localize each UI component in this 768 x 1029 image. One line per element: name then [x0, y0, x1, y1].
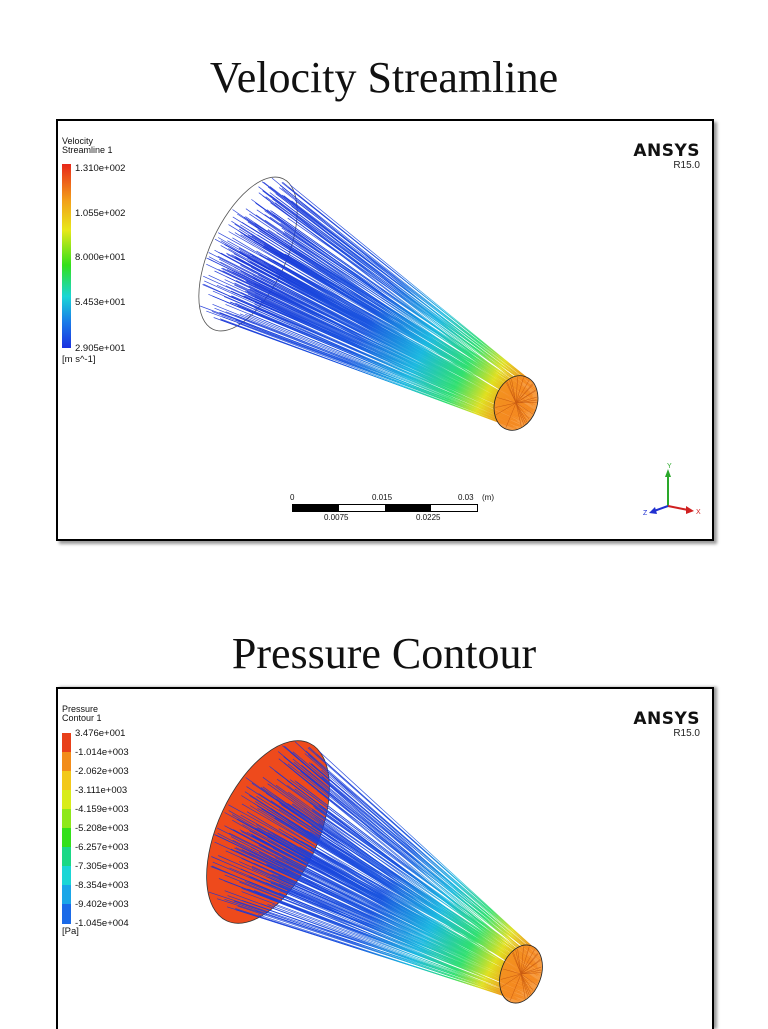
velocity-legend-value: 1.055e+002 — [75, 208, 126, 219]
scale-segment — [293, 505, 339, 511]
velocity-streamline-panel: Velocity Streamline 1 1.310e+002 1.055e+… — [56, 119, 714, 541]
velocity-legend-value: 2.905e+001 — [75, 343, 126, 354]
velocity-streamline-plot — [198, 176, 539, 431]
pressure-colorbar-band — [62, 809, 71, 829]
pressure-legend-value: -2.062e+003 — [75, 766, 129, 777]
pressure-legend-value: -1.045e+004 — [75, 918, 129, 929]
velocity-legend-value: 1.310e+002 — [75, 163, 126, 174]
scale-segment — [385, 505, 431, 511]
velocity-legend-title: Velocity Streamline 1 — [62, 137, 182, 155]
pressure-colorbar — [62, 733, 71, 924]
axis-z-label: Z — [643, 510, 648, 517]
ansys-logo: ANSYS R15.0 — [633, 141, 700, 172]
pressure-legend-title-line2: Contour 1 — [62, 713, 102, 723]
velocity-legend-title-line2: Streamline 1 — [62, 145, 113, 155]
pressure-legend-value: -9.402e+003 — [75, 899, 129, 910]
pressure-contour-heading: Pressure Contour — [231, 629, 537, 678]
pressure-colorbar-band — [62, 771, 71, 791]
velocity-unit-label: [m s^-1] — [62, 354, 96, 365]
brand-version: R15.0 — [673, 728, 700, 739]
scale-unit: (m) — [482, 493, 494, 502]
brand-name: ANSYS — [633, 141, 700, 161]
scale-label: 0.0225 — [416, 513, 441, 522]
pressure-legend-value: -6.257e+003 — [75, 842, 129, 853]
length-scale-bar: 0 0.015 0.03 (m) 0.0075 0.0225 — [290, 493, 532, 533]
pressure-contour-panel: Pressure Contour 1 3.476e+001 -1.014e+003… — [56, 687, 714, 1029]
brand-name: ANSYS — [633, 709, 700, 729]
pressure-colorbar-band — [62, 866, 71, 886]
pressure-legend-value: -3.111e+003 — [75, 785, 128, 796]
pressure-colorbar-band — [62, 790, 71, 810]
pressure-legend-title: Pressure Contour 1 — [62, 705, 182, 723]
scale-label: 0 — [290, 493, 295, 502]
pressure-legend-value: -1.014e+003 — [75, 747, 129, 758]
pressure-legend-value: -7.305e+003 — [75, 861, 129, 872]
pressure-legend-value: 3.476e+001 — [75, 728, 126, 739]
streamlines — [208, 741, 542, 1002]
pressure-colorbar-band — [62, 733, 71, 753]
axis-y-label: Y — [667, 463, 672, 470]
pressure-colorbar-band — [62, 885, 71, 905]
pressure-legend-title-line1: Pressure — [62, 704, 99, 714]
scale-label: 0.015 — [372, 493, 393, 502]
velocity-legend-title-line1: Velocity — [62, 136, 94, 146]
pressure-legend-value: -8.354e+003 — [75, 880, 129, 891]
scale-label: 0.03 — [458, 493, 474, 502]
scale-label: 0.0075 — [324, 513, 349, 522]
ansys-logo: ANSYS R15.0 — [633, 709, 700, 740]
brand-version: R15.0 — [673, 160, 700, 171]
pressure-colorbar-band — [62, 828, 71, 848]
velocity-legend-value: 8.000e+001 — [75, 252, 126, 263]
velocity-legend-value: 5.453e+001 — [75, 297, 126, 308]
inlet-outline — [198, 176, 298, 332]
velocity-colorbar — [62, 164, 71, 348]
scale-bar-outline — [292, 504, 478, 512]
pressure-contour-plot — [206, 740, 543, 1004]
streamlines — [199, 177, 538, 430]
coordinate-axes-icon: Y X Z — [643, 463, 701, 517]
velocity-streamline-heading: Velocity Streamline — [209, 53, 559, 102]
pressure-unit-label: [Pa] — [62, 926, 79, 937]
pressure-legend-value: -4.159e+003 — [75, 804, 129, 815]
pressure-legend-value: -5.208e+003 — [75, 823, 129, 834]
axis-x-label: X — [696, 509, 701, 516]
pressure-colorbar-band — [62, 847, 71, 867]
pressure-colorbar-band — [62, 752, 71, 772]
pressure-colorbar-band — [62, 904, 71, 924]
